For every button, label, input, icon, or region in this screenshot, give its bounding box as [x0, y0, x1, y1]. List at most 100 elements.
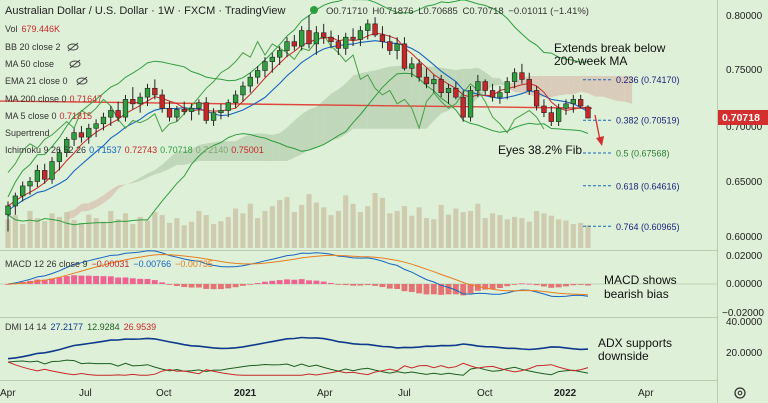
- candle[interactable]: [115, 101, 121, 122]
- candle[interactable]: [585, 105, 591, 119]
- candle[interactable]: [387, 34, 393, 55]
- candle[interactable]: [372, 17, 378, 38]
- candle[interactable]: [210, 108, 217, 126]
- candle[interactable]: [416, 59, 422, 82]
- macd-histogram-bar: [350, 284, 356, 286]
- candle[interactable]: [240, 81, 246, 102]
- candle[interactable]: [401, 37, 408, 71]
- macd-histogram-bar: [129, 278, 136, 284]
- candle[interactable]: [299, 26, 305, 51]
- candle[interactable]: [379, 26, 386, 49]
- candle[interactable]: [12, 192, 18, 215]
- candle[interactable]: [313, 26, 320, 55]
- candle[interactable]: [423, 68, 430, 89]
- candle[interactable]: [174, 106, 180, 122]
- candle[interactable]: [438, 74, 444, 98]
- candle[interactable]: [166, 101, 173, 122]
- candle[interactable]: [225, 99, 231, 118]
- candle[interactable]: [519, 63, 525, 84]
- eye-off-icon[interactable]: [67, 42, 79, 52]
- volume-bar: [64, 212, 70, 248]
- candle[interactable]: [254, 66, 261, 84]
- candle[interactable]: [504, 77, 510, 100]
- cloud-segment: [235, 137, 243, 161]
- candle[interactable]: [541, 99, 547, 118]
- candle[interactable]: [497, 86, 503, 104]
- volume-bar: [512, 216, 518, 248]
- candles[interactable]: [5, 15, 591, 232]
- candle[interactable]: [71, 128, 77, 146]
- candle[interactable]: [548, 106, 554, 126]
- candle[interactable]: [467, 86, 474, 122]
- candle[interactable]: [78, 126, 85, 143]
- candle[interactable]: [328, 30, 334, 49]
- volume-bar: [497, 215, 503, 248]
- candle[interactable]: [86, 123, 92, 144]
- indicator-legend[interactable]: Vol 679.446K BB 20 close 2 MA 50 close EM…: [5, 24, 264, 155]
- candle[interactable]: [152, 79, 158, 100]
- candle[interactable]: [49, 157, 55, 184]
- macd-histogram-bar: [489, 284, 496, 290]
- candle[interactable]: [276, 46, 283, 65]
- candle[interactable]: [262, 57, 268, 78]
- candle[interactable]: [394, 37, 400, 60]
- candle[interactable]: [563, 99, 569, 115]
- candle[interactable]: [489, 83, 496, 102]
- candle[interactable]: [137, 92, 143, 113]
- candle[interactable]: [284, 37, 290, 58]
- candle[interactable]: [159, 89, 165, 113]
- candle[interactable]: [445, 83, 452, 104]
- candle[interactable]: [27, 177, 33, 195]
- candle[interactable]: [555, 103, 562, 126]
- volume-bar: [438, 204, 444, 248]
- candle[interactable]: [431, 74, 437, 93]
- candle[interactable]: [533, 86, 540, 111]
- candle[interactable]: [291, 34, 297, 51]
- candle[interactable]: [20, 181, 26, 202]
- eye-off-icon[interactable]: [76, 76, 88, 86]
- gear-icon[interactable]: [734, 387, 746, 399]
- candle[interactable]: [130, 87, 136, 110]
- candle[interactable]: [482, 79, 488, 95]
- candle[interactable]: [306, 15, 312, 49]
- candle[interactable]: [5, 201, 11, 232]
- candle[interactable]: [100, 112, 107, 131]
- candle[interactable]: [108, 106, 114, 126]
- candle[interactable]: [357, 26, 364, 47]
- candle[interactable]: [144, 83, 151, 107]
- candle[interactable]: [578, 94, 584, 109]
- candle[interactable]: [93, 119, 99, 138]
- candle[interactable]: [196, 99, 202, 115]
- candle[interactable]: [321, 23, 327, 44]
- candle[interactable]: [511, 68, 518, 89]
- candle[interactable]: [181, 101, 187, 115]
- candle[interactable]: [350, 28, 356, 47]
- candle[interactable]: [188, 103, 195, 121]
- volume-bar: [299, 204, 305, 248]
- candle[interactable]: [64, 137, 70, 158]
- candle[interactable]: [269, 52, 275, 73]
- candle[interactable]: [343, 32, 349, 55]
- macd-histogram-bar: [467, 284, 474, 294]
- cloud-segment: [331, 89, 339, 140]
- cloud-segment: [543, 76, 552, 98]
- candle[interactable]: [409, 57, 415, 78]
- time-axis-label: Apr: [0, 388, 16, 399]
- candle[interactable]: [34, 164, 41, 188]
- candle[interactable]: [335, 34, 342, 55]
- candle[interactable]: [122, 94, 129, 122]
- eye-off-icon[interactable]: [69, 59, 81, 69]
- candle[interactable]: [460, 90, 466, 122]
- candle[interactable]: [232, 90, 239, 109]
- candle[interactable]: [570, 94, 576, 113]
- candle[interactable]: [453, 81, 459, 100]
- candle[interactable]: [526, 72, 532, 95]
- candle[interactable]: [247, 72, 253, 93]
- candle[interactable]: [365, 19, 371, 40]
- candle[interactable]: [218, 103, 224, 120]
- candle[interactable]: [475, 74, 481, 98]
- candle[interactable]: [42, 163, 48, 184]
- candle[interactable]: [203, 97, 209, 124]
- candle[interactable]: [56, 148, 63, 171]
